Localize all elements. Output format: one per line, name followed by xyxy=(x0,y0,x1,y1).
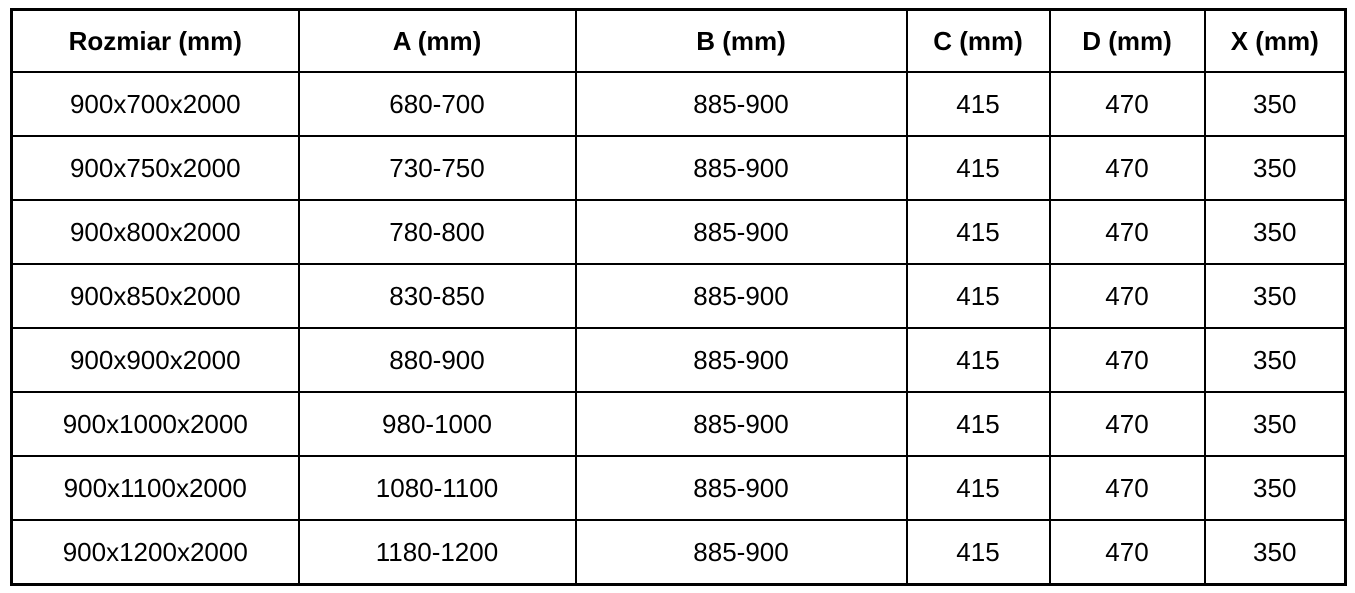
table-row: 900x1200x2000 1180-1200 885-900 415 470 … xyxy=(10,519,1347,586)
cell-d: 470 xyxy=(1048,519,1206,586)
header-row: Rozmiar (mm) A (mm) B (mm) C (mm) D (mm)… xyxy=(10,8,1347,73)
cell-rozmiar: 900x800x2000 xyxy=(10,199,300,265)
cell-rozmiar: 900x750x2000 xyxy=(10,135,300,201)
cell-rozmiar: 900x1100x2000 xyxy=(10,455,300,521)
cell-x: 350 xyxy=(1203,71,1347,137)
column-header-x: X (mm) xyxy=(1203,8,1347,73)
column-header-rozmiar: Rozmiar (mm) xyxy=(10,8,300,73)
cell-d: 470 xyxy=(1048,391,1206,457)
cell-c: 415 xyxy=(905,327,1051,393)
cell-rozmiar: 900x850x2000 xyxy=(10,263,300,329)
cell-x: 350 xyxy=(1203,519,1347,586)
cell-a: 980-1000 xyxy=(297,391,577,457)
cell-x: 350 xyxy=(1203,135,1347,201)
cell-c: 415 xyxy=(905,71,1051,137)
table-row: 900x850x2000 830-850 885-900 415 470 350 xyxy=(10,263,1347,329)
cell-c: 415 xyxy=(905,263,1051,329)
cell-c: 415 xyxy=(905,519,1051,586)
cell-a: 830-850 xyxy=(297,263,577,329)
table-row: 900x700x2000 680-700 885-900 415 470 350 xyxy=(10,71,1347,137)
cell-x: 350 xyxy=(1203,199,1347,265)
cell-rozmiar: 900x900x2000 xyxy=(10,327,300,393)
cell-c: 415 xyxy=(905,135,1051,201)
table-row: 900x1100x2000 1080-1100 885-900 415 470 … xyxy=(10,455,1347,521)
cell-c: 415 xyxy=(905,455,1051,521)
cell-d: 470 xyxy=(1048,199,1206,265)
cell-a: 730-750 xyxy=(297,135,577,201)
cell-a: 1080-1100 xyxy=(297,455,577,521)
cell-d: 470 xyxy=(1048,71,1206,137)
cell-d: 470 xyxy=(1048,327,1206,393)
cell-b: 885-900 xyxy=(574,519,908,586)
cell-b: 885-900 xyxy=(574,263,908,329)
column-header-c: C (mm) xyxy=(905,8,1051,73)
cell-b: 885-900 xyxy=(574,391,908,457)
column-header-d: D (mm) xyxy=(1048,8,1206,73)
cell-a: 780-800 xyxy=(297,199,577,265)
column-header-b: B (mm) xyxy=(574,8,908,73)
size-table-container: Rozmiar (mm) A (mm) B (mm) C (mm) D (mm)… xyxy=(10,8,1347,586)
cell-a: 680-700 xyxy=(297,71,577,137)
cell-d: 470 xyxy=(1048,263,1206,329)
cell-b: 885-900 xyxy=(574,199,908,265)
cell-c: 415 xyxy=(905,199,1051,265)
cell-c: 415 xyxy=(905,391,1051,457)
cell-x: 350 xyxy=(1203,391,1347,457)
column-header-a: A (mm) xyxy=(297,8,577,73)
cell-rozmiar: 900x1200x2000 xyxy=(10,519,300,586)
size-table: Rozmiar (mm) A (mm) B (mm) C (mm) D (mm)… xyxy=(10,8,1347,586)
cell-x: 350 xyxy=(1203,327,1347,393)
cell-b: 885-900 xyxy=(574,71,908,137)
cell-b: 885-900 xyxy=(574,455,908,521)
cell-rozmiar: 900x1000x2000 xyxy=(10,391,300,457)
cell-a: 1180-1200 xyxy=(297,519,577,586)
cell-d: 470 xyxy=(1048,455,1206,521)
table-row: 900x800x2000 780-800 885-900 415 470 350 xyxy=(10,199,1347,265)
cell-d: 470 xyxy=(1048,135,1206,201)
cell-x: 350 xyxy=(1203,455,1347,521)
cell-a: 880-900 xyxy=(297,327,577,393)
cell-b: 885-900 xyxy=(574,327,908,393)
cell-b: 885-900 xyxy=(574,135,908,201)
cell-rozmiar: 900x700x2000 xyxy=(10,71,300,137)
table-row: 900x750x2000 730-750 885-900 415 470 350 xyxy=(10,135,1347,201)
table-row: 900x1000x2000 980-1000 885-900 415 470 3… xyxy=(10,391,1347,457)
cell-x: 350 xyxy=(1203,263,1347,329)
table-row: 900x900x2000 880-900 885-900 415 470 350 xyxy=(10,327,1347,393)
